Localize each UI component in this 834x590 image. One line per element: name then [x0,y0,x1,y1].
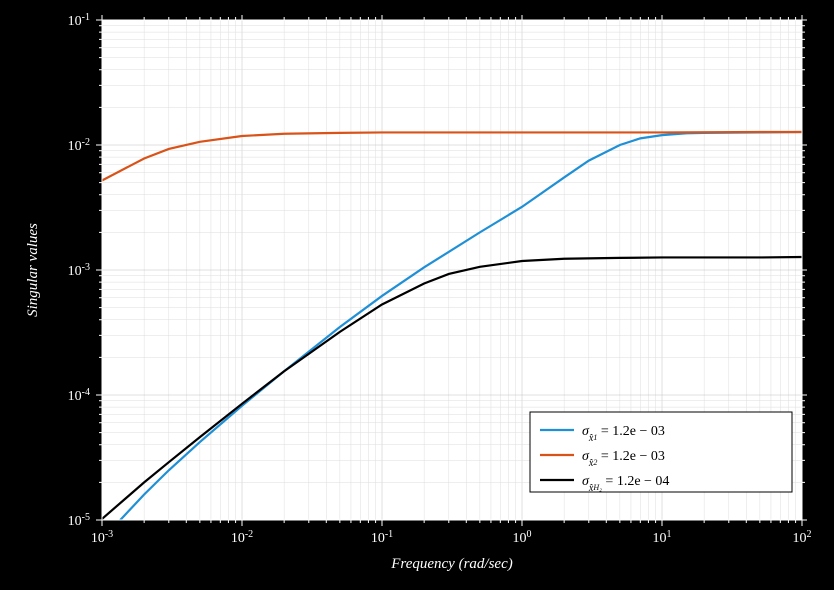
y-tick-label: 10-2 [68,137,90,155]
x-tick-label: 10-3 [91,529,113,547]
y-tick-label: 10-4 [68,387,90,405]
chart-svg: 10-3 10-2 10-1 100 101 102 10-5 10-4 10-3 10-2 10-… [0,0,834,590]
x-tick-label: 102 [793,529,812,547]
x-tick-label: 10-2 [231,529,253,547]
x-tick-label: 10-1 [371,529,393,547]
x-tick-label: 101 [653,529,672,547]
y-axis-label: Singular values [25,223,41,317]
x-axis-label: Frequency (rad/sec) [390,556,512,572]
y-tick-label: 10-3 [68,262,90,280]
y-tick-label: 10-5 [68,512,90,530]
chart-container: 10-3 10-2 10-1 100 101 102 10-5 10-4 10-3 10-2 10-… [0,0,834,590]
y-tick-label: 10-1 [68,12,90,30]
legend-box: σx̂1 = 1.2e − 03σx̂2 = 1.2e − 03σx̂H₂ = … [530,412,792,494]
x-tick-label: 100 [513,529,532,547]
